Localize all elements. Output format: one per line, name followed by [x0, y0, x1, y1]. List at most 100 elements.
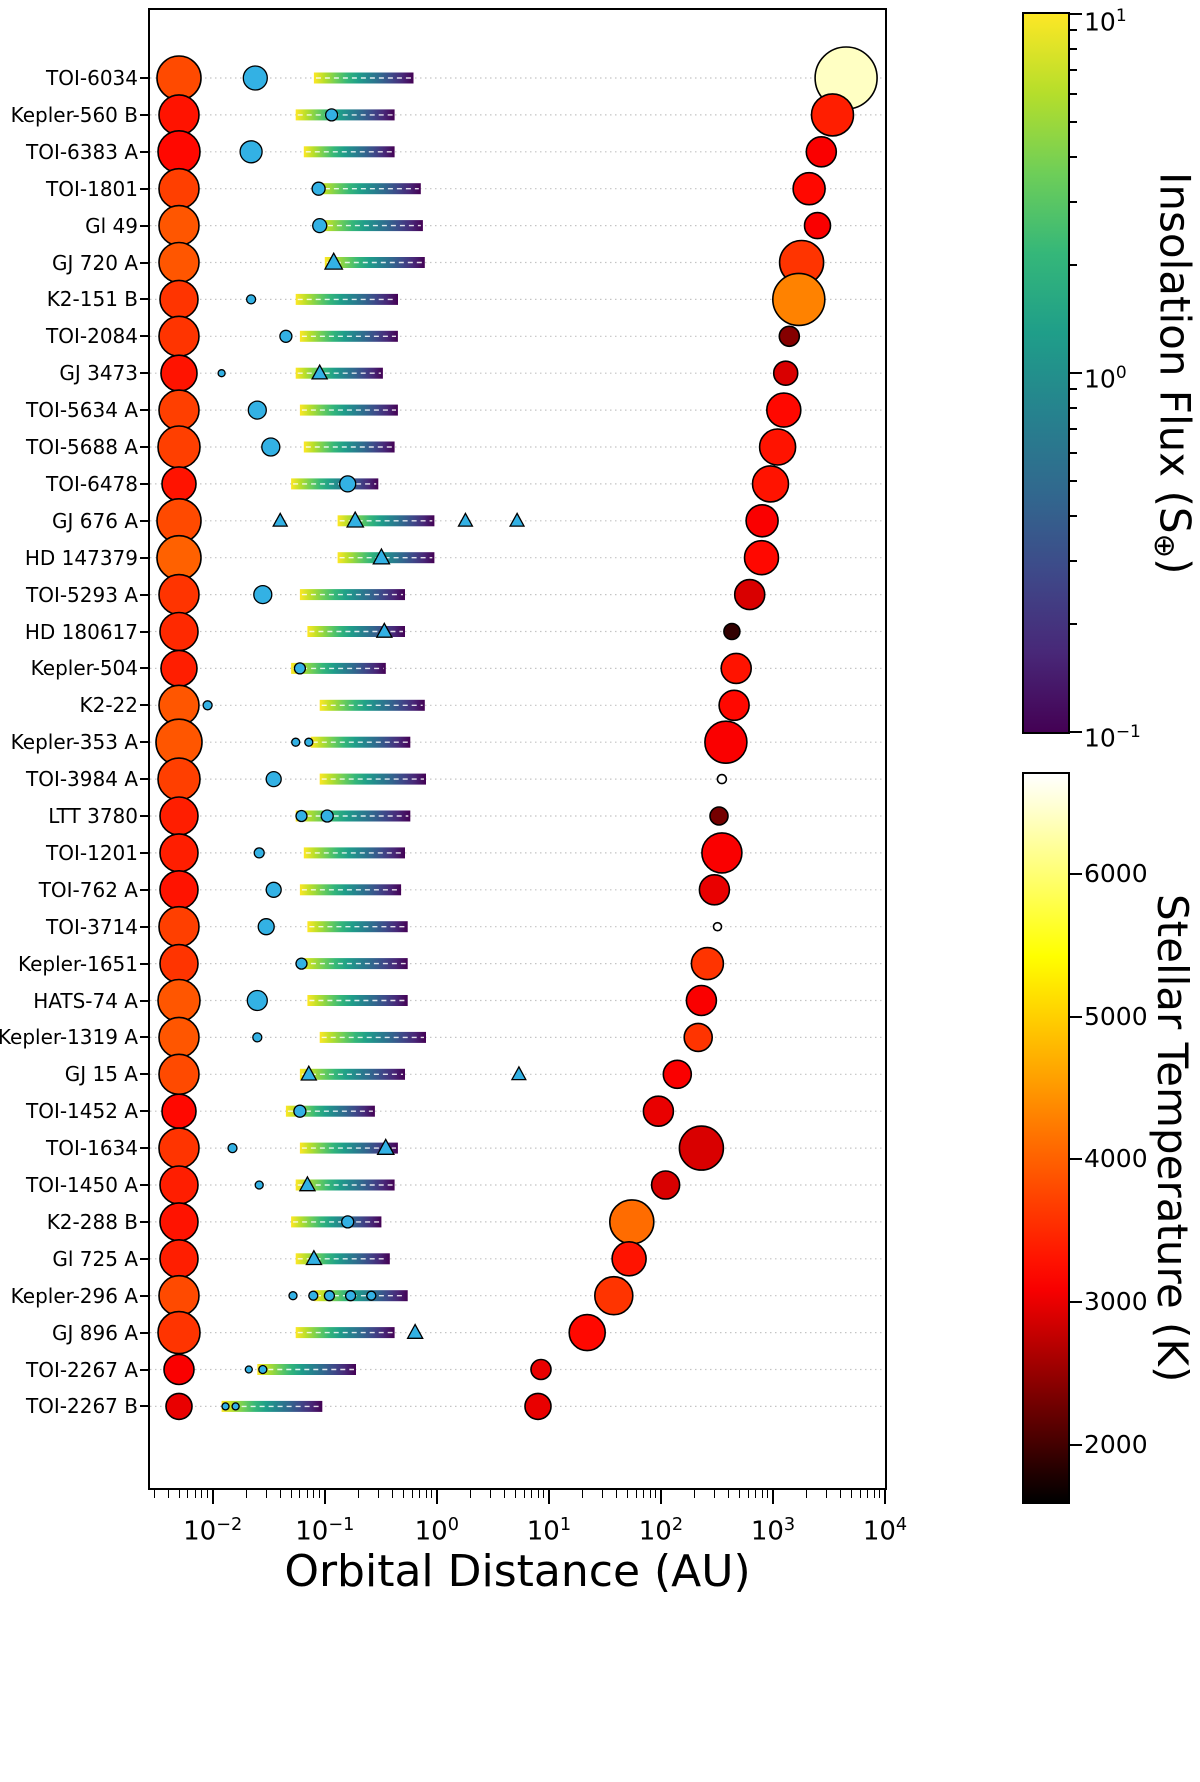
planet-marker-triangle [375, 622, 394, 638]
host-star-marker [161, 1093, 197, 1129]
y-tick [140, 224, 148, 227]
host-star-marker [160, 354, 198, 393]
companion-star-marker [810, 93, 855, 137]
y-tick-label: TOI-1201 [46, 840, 138, 865]
y-tick-label: GJ 720 A [52, 250, 138, 275]
insolation-bar [285, 1105, 375, 1117]
x-minor-tick [265, 1490, 267, 1498]
x-minor-tick [419, 1490, 420, 1498]
y-tick-label: GJ 896 A [52, 1320, 138, 1345]
x-minor-tick [523, 1490, 525, 1498]
insolation-bar [299, 958, 408, 970]
y-tick [140, 298, 148, 301]
x-major-tick [659, 1490, 662, 1504]
x-minor-tick [626, 1490, 628, 1498]
x-minor-tick [850, 1490, 852, 1498]
companion-star-marker [712, 921, 723, 932]
companion-star-marker [765, 392, 802, 428]
x-minor-tick [503, 1490, 505, 1498]
y-tick [140, 999, 148, 1002]
y-tick [140, 1368, 148, 1371]
flux-minor-tick [1070, 92, 1077, 95]
flux-minor-tick [1070, 480, 1077, 483]
y-tick-label: HATS-74 A [33, 988, 138, 1013]
y-tick-label: Kepler-296 A [10, 1283, 138, 1308]
x-minor-tick [207, 1490, 209, 1498]
x-minor-tick [643, 1490, 645, 1498]
y-tick-label: TOI-5688 A [25, 435, 138, 459]
y-tick [140, 851, 148, 854]
x-minor-tick [290, 1490, 292, 1498]
y-tick-label: HD 147379 [24, 545, 138, 570]
x-minor-tick [319, 1490, 321, 1498]
insolation-bar [291, 478, 379, 490]
y-tick-label: TOI-1450 A [25, 1173, 138, 1197]
flux-minor-tick [1070, 263, 1077, 266]
temp-tick [1070, 1443, 1082, 1446]
companion-star-marker [678, 1125, 725, 1171]
y-tick [140, 1184, 148, 1186]
x-minor-tick [377, 1490, 379, 1498]
x-minor-tick [153, 1490, 155, 1498]
planet-marker-circle [344, 1290, 357, 1302]
planet-marker-triangle [508, 512, 526, 527]
insolation-bar [316, 220, 423, 232]
flux-minor-tick [1070, 406, 1077, 409]
planet-marker-circle [253, 584, 273, 605]
planet-marker-circle [366, 1290, 377, 1301]
y-tick-label: GJ 3473 [59, 361, 138, 386]
planet-marker-triangle [372, 547, 391, 565]
companion-star-marker [650, 1170, 681, 1200]
x-minor-tick [489, 1490, 491, 1498]
planet-marker-triangle [510, 1065, 527, 1081]
companion-star-marker [723, 622, 741, 641]
companion-star-marker [662, 1059, 693, 1090]
flux-tick [1070, 731, 1082, 733]
y-tick-label: TOI-6478 [46, 471, 138, 496]
flux-tick-label: 101 [1084, 6, 1127, 37]
companion-star-marker [593, 1275, 634, 1316]
x-minor-tick [649, 1490, 651, 1498]
host-star-marker [158, 1127, 200, 1169]
flux-tick [1070, 13, 1082, 15]
flux-minor-tick [1070, 622, 1077, 625]
x-tick-label: 103 [750, 1515, 796, 1547]
y-tick [140, 1220, 148, 1223]
x-minor-tick [859, 1490, 861, 1498]
planet-marker-circle [320, 809, 334, 823]
y-tick [140, 77, 148, 79]
y-tick [140, 556, 148, 559]
flux-minor-tick [1070, 559, 1077, 562]
x-minor-tick [431, 1490, 433, 1498]
x-minor-tick [755, 1490, 757, 1498]
x-minor-tick [514, 1490, 516, 1498]
flux-colorbar-title: Insolation Flux (S⊕) [1148, 171, 1200, 575]
x-minor-tick [767, 1490, 769, 1498]
companion-star-marker [718, 689, 750, 722]
y-tick-label: TOI-5293 A [25, 582, 138, 607]
companion-star-marker [611, 1241, 647, 1277]
y-tick [140, 1257, 148, 1260]
flux-minor-tick [1070, 68, 1077, 71]
planet-marker-circle [295, 957, 308, 970]
planet-marker-circle [242, 65, 268, 91]
planet-marker-circle [312, 217, 328, 234]
planet-marker-circle [288, 1291, 298, 1301]
y-tick [140, 1110, 148, 1113]
x-minor-tick [531, 1490, 532, 1498]
companion-star-marker [698, 873, 731, 906]
planet-marker-triangle [376, 1138, 395, 1155]
planet-marker-circle [265, 881, 282, 898]
y-tick [140, 593, 148, 596]
temp-tick [1070, 1158, 1082, 1161]
host-star-marker [157, 978, 201, 1023]
x-minor-tick [635, 1490, 637, 1498]
companion-star-marker [778, 325, 801, 348]
plot-area [148, 8, 887, 1490]
planet-marker-circle [291, 737, 301, 747]
y-tick-label: Kepler-353 A [10, 730, 138, 755]
planet-marker-circle [221, 1402, 230, 1411]
x-minor-tick [615, 1490, 617, 1498]
planet-marker-triangle [346, 510, 365, 528]
plot-canvas [150, 46, 885, 1421]
